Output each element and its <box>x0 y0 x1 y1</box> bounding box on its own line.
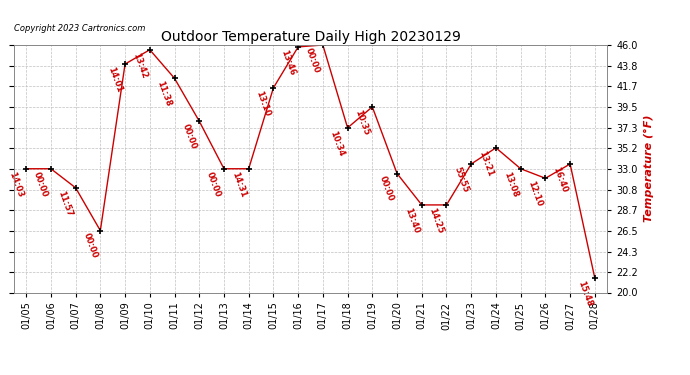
Text: 55:55: 55:55 <box>452 165 470 194</box>
Text: 13:21: 13:21 <box>477 149 495 177</box>
Text: 10:34: 10:34 <box>328 129 346 157</box>
Text: 00:00: 00:00 <box>32 170 50 198</box>
Text: 13:46: 13:46 <box>279 48 297 76</box>
Text: 11:57: 11:57 <box>57 189 75 217</box>
Text: 00:00: 00:00 <box>81 232 99 260</box>
Text: 00:00: 00:00 <box>304 46 322 74</box>
Text: 00:00: 00:00 <box>378 175 395 203</box>
Text: 15:48: 15:48 <box>576 280 593 308</box>
Text: 14:31: 14:31 <box>230 170 247 198</box>
Text: 11:38: 11:38 <box>155 80 173 108</box>
Text: 13:40: 13:40 <box>403 206 420 234</box>
Text: 00:00: 00:00 <box>205 170 223 198</box>
Text: 13:42: 13:42 <box>131 51 148 80</box>
Text: 14:25: 14:25 <box>427 206 445 235</box>
Text: 00:00: 00:00 <box>180 123 198 150</box>
Text: 16:40: 16:40 <box>551 165 569 194</box>
Text: 14:01: 14:01 <box>106 65 124 94</box>
Text: 14:03: 14:03 <box>7 170 25 198</box>
Title: Outdoor Temperature Daily High 20230129: Outdoor Temperature Daily High 20230129 <box>161 30 460 44</box>
Text: 12:10: 12:10 <box>526 180 544 208</box>
Text: 13:10: 13:10 <box>255 89 272 117</box>
Text: 13:08: 13:08 <box>502 170 520 198</box>
Y-axis label: Temperature (°F): Temperature (°F) <box>644 115 653 222</box>
Text: 10:35: 10:35 <box>353 108 371 136</box>
Text: Copyright 2023 Cartronics.com: Copyright 2023 Cartronics.com <box>14 24 145 33</box>
